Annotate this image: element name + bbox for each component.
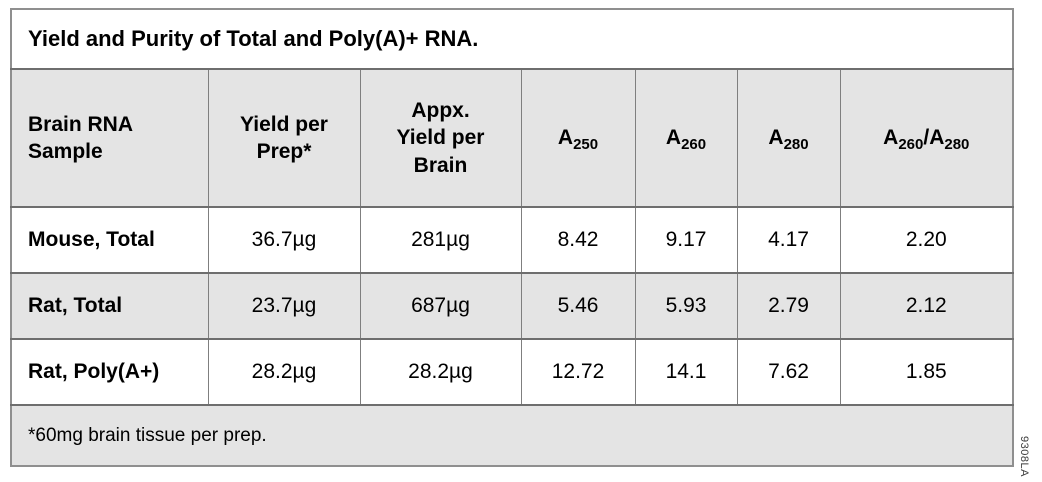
cell-yield-per-prep: 36.7µg [207, 206, 361, 274]
table-footnote-row: *60mg brain tissue per prep. [11, 404, 1014, 466]
figure-code-vertical-label: 9308LA [1018, 436, 1030, 477]
rna-yield-purity-table: Yield and Purity of Total and Poly(A)+ R… [10, 8, 1015, 467]
a250-base: A [557, 126, 574, 150]
cell-a260: 5.93 [634, 272, 738, 340]
cell-yield-per-prep: 28.2µg [207, 338, 361, 406]
cell-a260-a280-ratio: 1.85 [839, 338, 1014, 406]
cell-sample: Mouse, Total [10, 206, 209, 274]
col-header-appx-yield-per-brain: Appx. Yield per Brain [359, 68, 522, 208]
col-header-a250: A250 [520, 68, 636, 208]
ratio-base-2: A [929, 126, 945, 150]
cell-appx-yield-per-brain: 28.2µg [359, 338, 522, 406]
ratio-base-1: A [883, 126, 899, 150]
cell-sample: Rat, Poly(A+) [10, 338, 209, 406]
col-header-a260: A260 [634, 68, 738, 208]
a280-subscript: 280 [783, 136, 809, 154]
table-title-row: Yield and Purity of Total and Poly(A)+ R… [11, 9, 1014, 70]
ratio-subscript-2: 280 [944, 136, 970, 154]
cell-appx-yield-per-brain: 687µg [359, 272, 522, 340]
ratio-separator: / [923, 126, 930, 150]
ratio-subscript-1: 260 [898, 136, 924, 154]
cell-a280: 2.79 [736, 272, 841, 340]
cell-a250: 5.46 [520, 272, 636, 340]
a280-base: A [768, 126, 784, 150]
col-header-brain-rna-sample: Brain RNA Sample [10, 68, 209, 208]
cell-appx-yield-per-brain: 281µg [359, 206, 522, 274]
col-header-yield-per-prep: Yield per Prep* [207, 68, 361, 208]
cell-a260: 14.1 [634, 338, 738, 406]
cell-a280: 7.62 [736, 338, 841, 406]
cell-a260: 9.17 [634, 206, 738, 274]
table-row-rat-total: Rat, Total 23.7µg 687µg 5.46 5.93 2.79 2… [10, 272, 1014, 340]
a260-subscript: 260 [681, 136, 707, 154]
table-title: Yield and Purity of Total and Poly(A)+ R… [11, 9, 1014, 70]
cell-a250: 8.42 [520, 206, 636, 274]
table-row-rat-polya: Rat, Poly(A+) 28.2µg 28.2µg 12.72 14.1 7… [10, 338, 1014, 406]
cell-a260-a280-ratio: 2.20 [839, 206, 1014, 274]
col-header-a280: A280 [736, 68, 841, 208]
col-header-a260-a280-ratio: A260/A280 [839, 68, 1014, 208]
cell-yield-per-prep: 23.7µg [207, 272, 361, 340]
a260-base: A [665, 126, 682, 150]
cell-a280: 4.17 [736, 206, 841, 274]
cell-a260-a280-ratio: 2.12 [839, 272, 1014, 340]
footnote: *60mg brain tissue per prep. [11, 404, 1014, 466]
table-row-mouse-total: Mouse, Total 36.7µg 281µg 8.42 9.17 4.17… [10, 206, 1014, 274]
a250-subscript: 250 [573, 136, 599, 154]
cell-a250: 12.72 [520, 338, 636, 406]
cell-sample: Rat, Total [10, 272, 209, 340]
table-header-row: Brain RNA Sample Yield per Prep* Appx. Y… [10, 68, 1014, 208]
